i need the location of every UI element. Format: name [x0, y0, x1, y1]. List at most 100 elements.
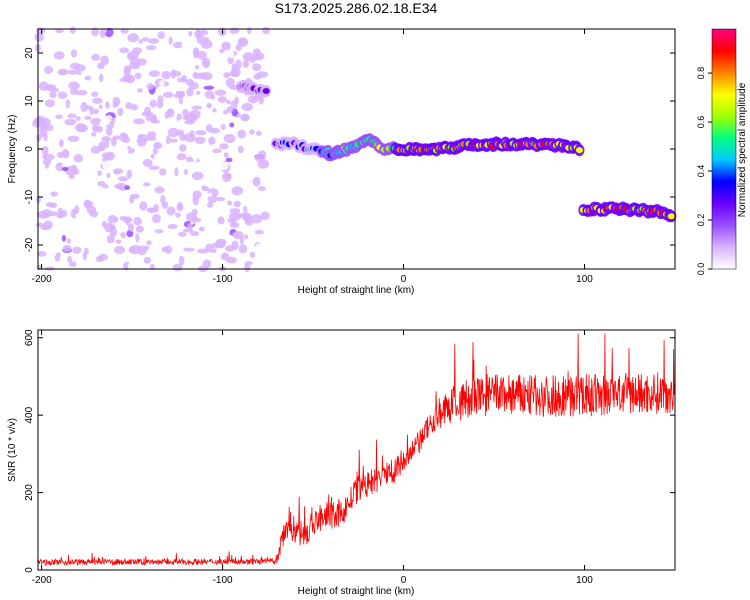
noise-blob: [189, 129, 195, 138]
noise-blob: [174, 212, 181, 218]
noise-blob: [54, 237, 64, 245]
snr-ylabel: SNR (10 * v/v): [7, 418, 18, 482]
noise-blob: [60, 209, 68, 218]
noise-blob: [169, 70, 182, 77]
noise-blob: [159, 168, 167, 176]
noise-blob: [149, 99, 157, 108]
noise-blob: [186, 156, 193, 163]
noise-blob: [231, 186, 244, 196]
noise-blob: [34, 32, 45, 42]
noise-blob: [42, 153, 55, 161]
noise-blob: [210, 242, 220, 249]
noise-blob: [112, 96, 121, 107]
noise-blob: [162, 121, 168, 131]
noise-blob: [50, 191, 59, 197]
noise-blob: [202, 259, 212, 269]
noise-blob: [223, 109, 229, 115]
noise-blob: [217, 161, 229, 171]
noise-blob: [255, 243, 263, 252]
noise-blob: [84, 75, 92, 81]
y-tick-label: 10: [24, 95, 35, 107]
noise-blob: [192, 96, 203, 102]
noise-blob: [72, 246, 82, 254]
noise-blob: [89, 210, 99, 218]
noise-blob: [250, 214, 263, 224]
noise-blob: [188, 81, 199, 90]
noise-blob: [153, 203, 159, 213]
noise-blob: [169, 138, 178, 143]
noise-blob: [147, 131, 157, 139]
noise-blob: [98, 141, 107, 151]
noise-blob: [246, 143, 252, 151]
noise-blob: [167, 223, 178, 230]
noise-blob: [105, 126, 113, 136]
spectrogram-heatmap: [32, 26, 677, 273]
noise-blob: [229, 27, 240, 35]
noise-blob: [57, 91, 68, 99]
noise-blob: [231, 70, 240, 78]
noise-blob: [67, 113, 77, 119]
noise-blob: [203, 85, 215, 90]
x-tick-label: -200: [32, 274, 52, 285]
noise-blob: [45, 84, 57, 92]
noise-blob: [227, 56, 235, 65]
x-tick-label: -100: [213, 575, 233, 586]
noise-blob: [227, 200, 233, 206]
noise-blob: [176, 129, 185, 136]
noise-blob: [91, 131, 97, 137]
noise-blob: [247, 27, 252, 35]
noise-blob: [179, 133, 187, 141]
noise-blob: [197, 50, 207, 60]
noise-blob: [172, 41, 184, 49]
noise-blob: [191, 171, 204, 181]
signal-core: [667, 213, 675, 220]
noise-blob: [133, 216, 143, 226]
noise-blob: [159, 80, 165, 87]
noise-blob: [41, 208, 52, 219]
noise-blob: [192, 71, 199, 79]
noise-blob: [137, 58, 147, 66]
noise-blob: [215, 238, 227, 245]
noise-blob: [133, 118, 145, 125]
noise-blob: [56, 151, 65, 159]
noise-blob: [183, 169, 189, 175]
noise-blob: [53, 88, 60, 93]
spectrogram-xlabel: Height of straight line (km): [298, 285, 415, 296]
y-tick-label: -20: [24, 237, 35, 252]
noise-blob: [93, 108, 100, 115]
noise-blob: [75, 212, 83, 221]
noise-blob: [67, 69, 79, 75]
noise-blob: [121, 133, 129, 140]
noise-blob: [117, 176, 129, 182]
noise-blob: [231, 240, 239, 251]
noise-blob: [43, 220, 53, 230]
noise-blob: [44, 162, 49, 169]
noise-blob: [102, 160, 114, 171]
noise-blob: [240, 113, 250, 122]
noise-blob: [225, 157, 233, 163]
x-tick-label: -100: [213, 274, 233, 285]
noise-blob: [160, 194, 166, 205]
noise-blob: [129, 194, 135, 204]
noise-blob: [92, 97, 103, 104]
noise-blob: [155, 141, 160, 149]
colorbar-bar: [711, 28, 737, 270]
snr-xlabel: Height of straight line (km): [298, 586, 415, 597]
noise-blob: [252, 63, 262, 72]
snr-axes: -200 -100 0 100 0 200 400 600: [24, 329, 675, 586]
noise-blob: [142, 158, 153, 168]
noise-blob: [53, 51, 65, 60]
noise-blob: [190, 231, 200, 237]
noise-blob: [149, 263, 155, 270]
colorbar-ticks: 0.0 0.2 0.4 0.6 0.8: [696, 67, 712, 275]
noise-blob: [226, 99, 231, 105]
noise-blob: [181, 75, 188, 83]
noise-blob: [176, 90, 186, 98]
noise-blob: [143, 27, 152, 34]
noise-blob: [55, 28, 64, 34]
noise-blob: [126, 169, 132, 180]
noise-blob: [151, 114, 157, 124]
noise-blob: [146, 83, 154, 90]
